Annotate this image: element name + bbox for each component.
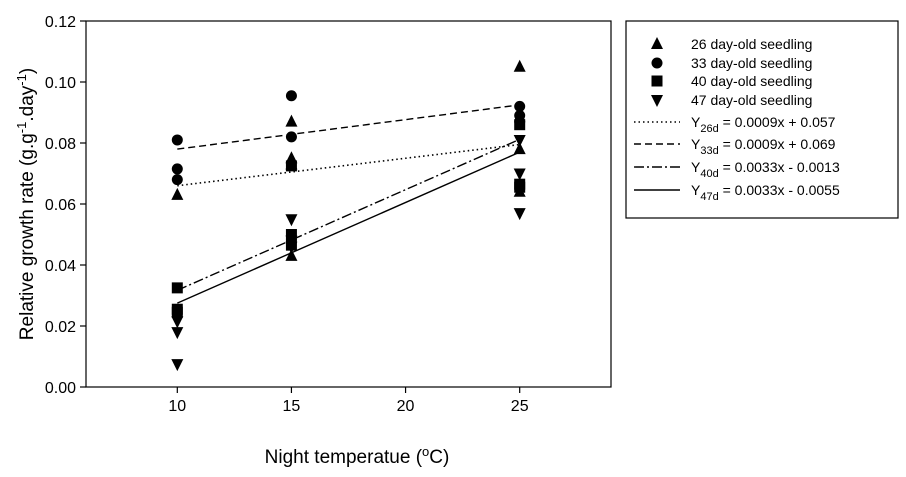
x-tick-label: 25 [511,398,529,415]
data-point-series-1 [171,174,183,186]
x-axis-label: Night temperatue (oC) [265,444,450,468]
plot-area [85,20,612,388]
legend-label-40d: 40 day-old seedling [691,73,812,89]
fit-line-40d [177,138,520,291]
legend: 26 day-old seedling 33 day-old seedling … [634,36,840,203]
data-point-series-3 [513,168,526,181]
data-point-series-2 [285,229,297,240]
data-point-series-1 [171,163,183,175]
y-tick-label: 0.12 [45,14,76,31]
data-points [171,59,526,372]
data-point-series-3 [285,235,298,248]
data-point-series-2 [171,306,183,318]
axis-ticks: 10 15 20 25 0.00 0.02 0.04 0.06 0.08 0.10 0.12 [45,14,529,415]
data-point-series-3 [513,134,526,147]
data-point-series-1 [285,131,297,143]
y-tick-label: 0.10 [45,75,76,92]
y-tick-label: 0.02 [45,319,76,336]
fit-line-26d [177,143,520,187]
data-point-series-3 [285,214,298,227]
legend-label-26d: 26 day-old seedling [691,36,812,52]
fit-line-47d [177,151,520,304]
legend-eq-26d: Y26d = 0.0009x + 0.057 [691,114,836,135]
x-tick-label: 15 [283,398,301,415]
data-point-series-2 [514,119,526,131]
data-point-series-3 [171,359,184,372]
legend-marker-series-0 [651,37,663,49]
y-axis-label: Relative growth rate (g.g-1.day-1) [14,68,38,340]
fit-line-33d [177,104,520,150]
y-tick-label: 0.08 [45,136,76,153]
fit-lines [177,104,520,304]
y-tick-label: 0.00 [45,380,76,397]
data-point-series-3 [171,316,184,329]
data-point-series-0 [285,114,298,127]
data-point-series-1 [171,134,183,146]
data-point-series-0 [285,151,298,164]
legend-marker-series-1 [651,57,663,69]
data-point-series-2 [285,160,297,172]
data-point-series-0 [513,59,526,72]
legend-box [625,20,899,219]
data-point-series-0 [171,187,184,200]
x-tick-label: 20 [397,398,415,415]
legend-marker-series-2 [651,75,663,87]
data-point-series-1 [514,100,526,112]
legend-eq-47d: Y47d = 0.0033x - 0.0055 [691,182,840,203]
y-tick-label: 0.04 [45,258,76,275]
data-point-series-2 [171,282,183,294]
data-point-series-0 [285,248,298,261]
legend-marker-series-3 [651,95,663,107]
data-point-series-2 [514,181,526,193]
data-point-series-1 [285,90,297,102]
x-tick-label: 10 [168,398,186,415]
y-tick-label: 0.06 [45,197,76,214]
legend-label-47d: 47 day-old seedling [691,92,812,108]
data-point-series-0 [513,142,526,155]
legend-eq-33d: Y33d = 0.0009x + 0.069 [691,136,836,157]
legend-eq-40d: Y40d = 0.0033x - 0.0013 [691,159,840,180]
data-point-series-3 [513,208,526,221]
data-point-series-3 [171,327,184,340]
data-point-series-3 [285,241,298,254]
legend-label-33d: 33 day-old seedling [691,55,812,71]
